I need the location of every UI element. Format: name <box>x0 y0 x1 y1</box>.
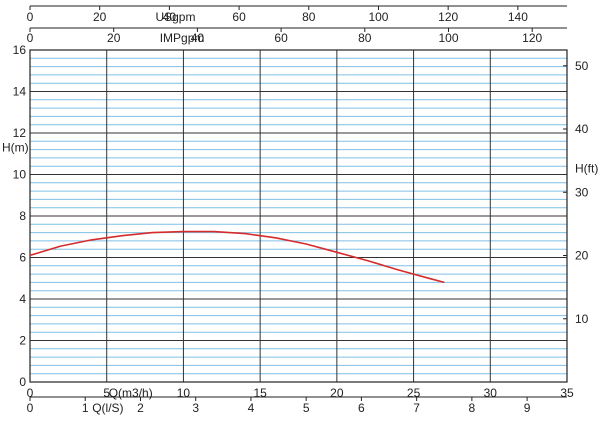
bottom-primary-tick-label: 15 <box>253 386 267 400</box>
bottom-primary-tick-label: 25 <box>407 386 421 400</box>
usgpm-tick-label: 80 <box>302 10 316 24</box>
right-tick-label: 50 <box>575 59 589 73</box>
ls-tick-label: 1 <box>82 401 89 415</box>
right-axis-label: H(ft) <box>575 161 598 175</box>
usgpm-tick-label: 140 <box>508 10 528 24</box>
impgpm-tick-label: 0 <box>27 31 34 45</box>
ls-tick-label: 9 <box>524 401 531 415</box>
ls-tick-label: 0 <box>27 401 34 415</box>
ls-tick-label: 2 <box>137 401 144 415</box>
series-layer <box>30 232 444 283</box>
usgpm-axis-label: USgpm <box>155 10 195 24</box>
bottom-primary-axis-label: Q(m3/h) <box>109 386 153 400</box>
impgpm-tick-label: 120 <box>522 31 542 45</box>
bottom-primary-tick-label: 0 <box>27 386 34 400</box>
bottom-primary-tick-label: 35 <box>560 386 574 400</box>
left-axis-label: H(m) <box>2 141 29 155</box>
left-tick-label: 12 <box>13 126 27 140</box>
ls-tick-label: 8 <box>469 401 476 415</box>
impgpm-tick-label: 80 <box>358 31 372 45</box>
left-tick-label: 14 <box>13 85 27 99</box>
ls-tick-label: 3 <box>192 401 199 415</box>
right-tick-label: 10 <box>575 312 589 326</box>
usgpm-tick-label: 20 <box>93 10 107 24</box>
impgpm-tick-label: 20 <box>107 31 121 45</box>
right-tick-label: 30 <box>575 185 589 199</box>
left-tick-label: 16 <box>13 43 27 57</box>
usgpm-tick-label: 120 <box>438 10 458 24</box>
ls-tick-label: 5 <box>303 401 310 415</box>
left-tick-label: 2 <box>19 334 26 348</box>
impgpm-tick-label: 60 <box>274 31 288 45</box>
ls-tick-label: 6 <box>358 401 365 415</box>
bottom-primary-tick-label: 10 <box>177 386 191 400</box>
ls-tick-label: 7 <box>413 401 420 415</box>
left-tick-label: 10 <box>13 168 27 182</box>
ls-tick-label: 4 <box>248 401 255 415</box>
left-tick-label: 4 <box>19 292 26 306</box>
bottom-primary-tick-label: 20 <box>330 386 344 400</box>
impgpm-tick-label: 100 <box>438 31 458 45</box>
ls-axis-label: Q(l/S) <box>92 401 123 415</box>
right-tick-label: 20 <box>575 249 589 263</box>
left-tick-label: 6 <box>19 251 26 265</box>
usgpm-tick-label: 100 <box>368 10 388 24</box>
left-tick-label: 8 <box>19 209 26 223</box>
right-tick-label: 40 <box>575 122 589 136</box>
usgpm-tick-label: 60 <box>232 10 246 24</box>
left-tick-label: 0 <box>19 375 26 389</box>
bottom-primary-tick-label: 30 <box>484 386 498 400</box>
usgpm-tick-label: 0 <box>27 10 34 24</box>
impgpm-axis-label: IMPgpm <box>160 31 205 45</box>
axes <box>30 6 567 401</box>
